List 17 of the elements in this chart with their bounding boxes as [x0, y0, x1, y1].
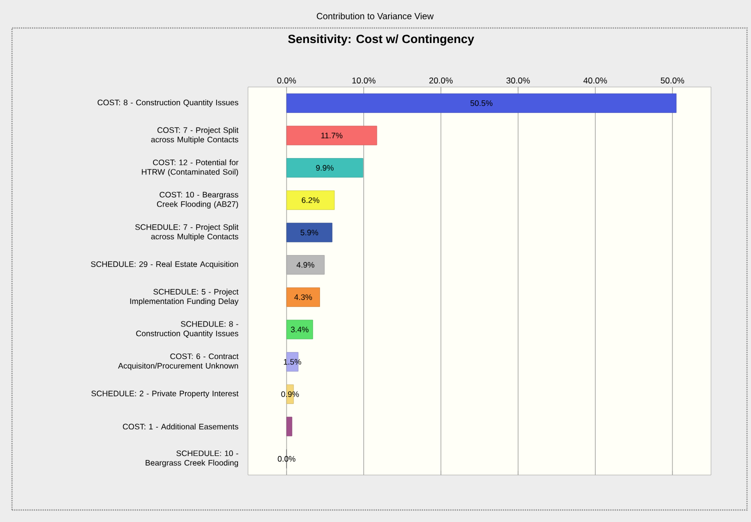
bar [286, 287, 320, 307]
bar [286, 158, 364, 178]
bar [286, 222, 332, 242]
bar [286, 416, 292, 436]
bar [286, 190, 335, 210]
x-tick-label: 20.0% [429, 77, 453, 84]
x-tick-label: 30.0% [506, 77, 530, 84]
x-tick-label: 50.0% [660, 77, 684, 84]
bar [286, 255, 325, 275]
bar [286, 93, 676, 113]
chart-title: Sensitivity: Cost w/ Contingency [288, 34, 474, 46]
x-tick-label: 10.0% [352, 77, 376, 84]
x-tick-label: 0.0% [277, 77, 296, 84]
bar [286, 126, 378, 146]
x-tick-label: 40.0% [583, 77, 607, 84]
text: Contribution to Variance View [316, 12, 434, 20]
bar [286, 320, 314, 340]
